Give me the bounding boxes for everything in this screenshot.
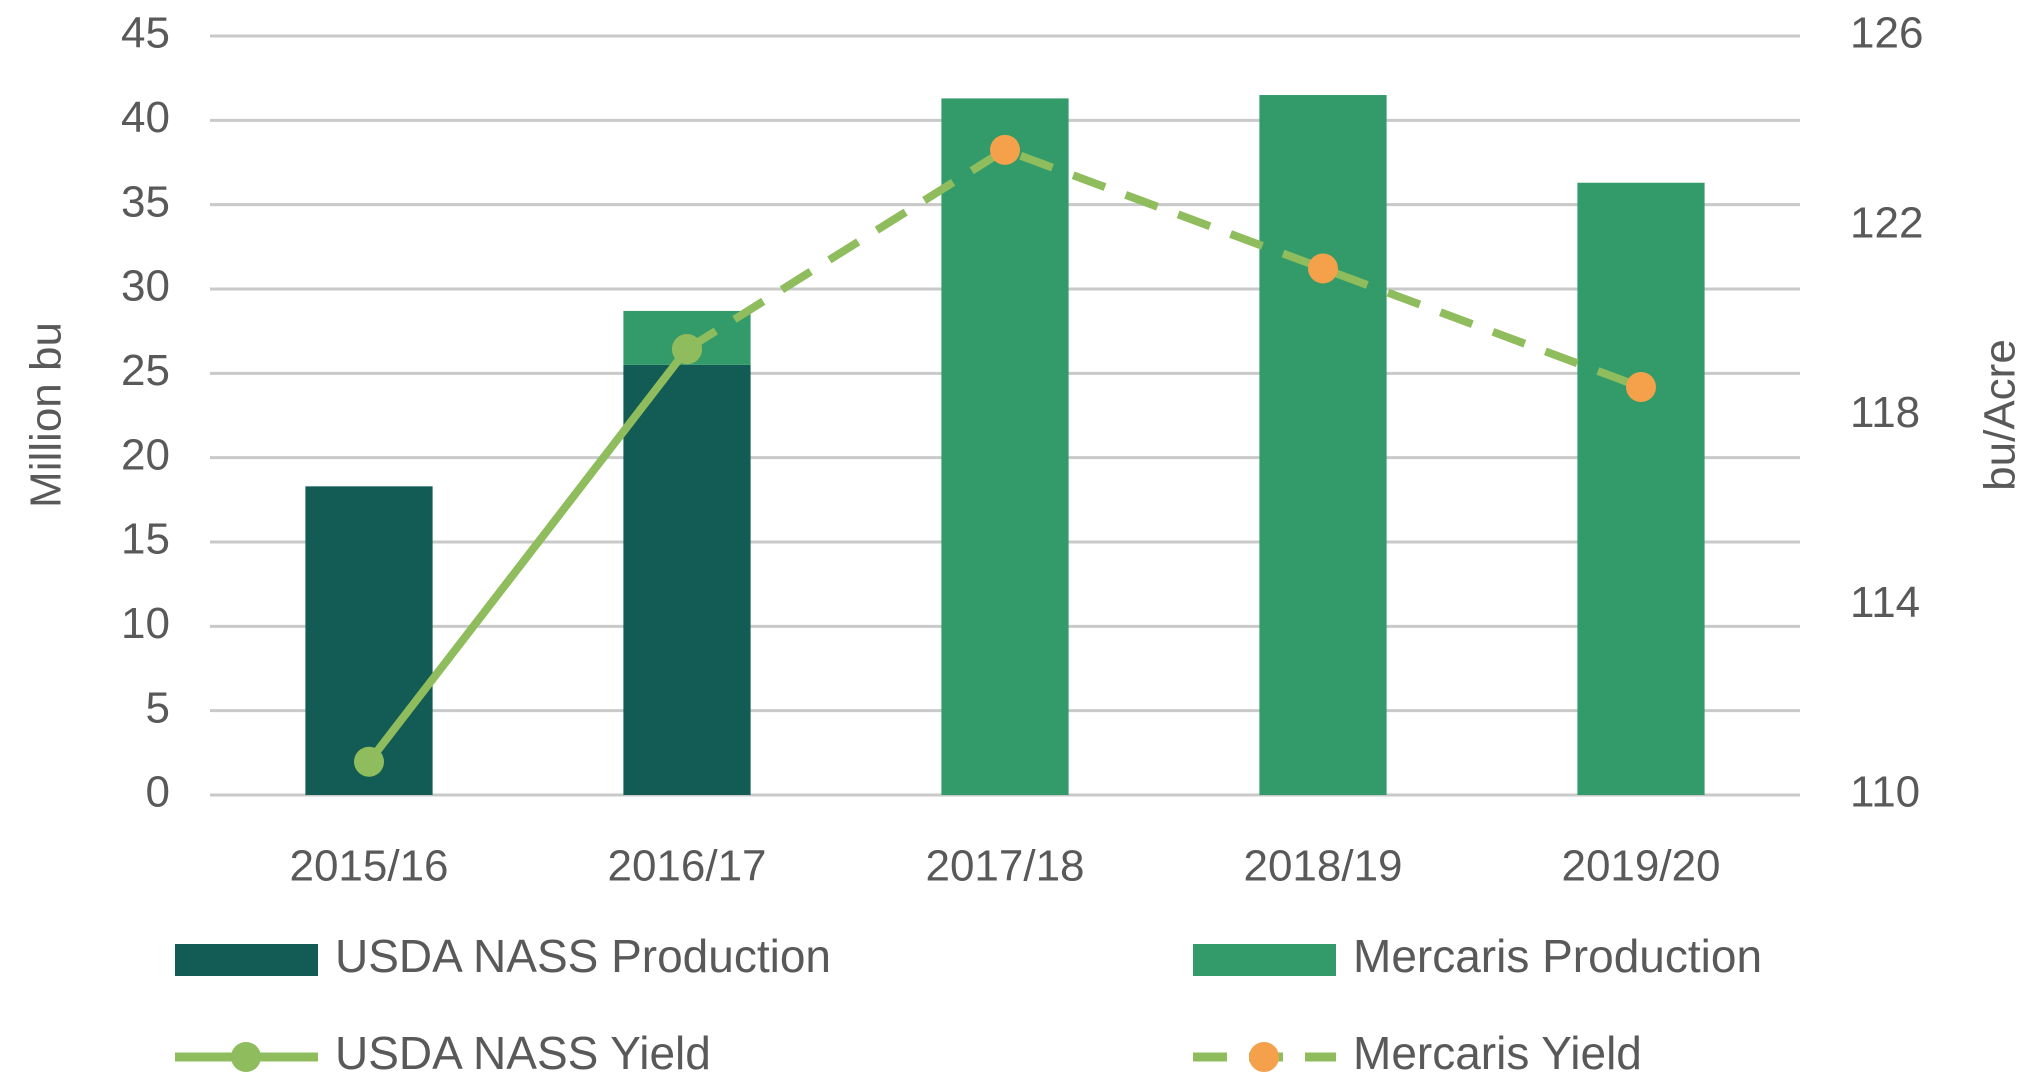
bar [1577, 182, 1705, 796]
legend-label: Mercaris Production [1353, 930, 1762, 982]
bar [623, 364, 751, 795]
marker [1308, 253, 1338, 284]
line [365, 346, 691, 765]
marker [1626, 372, 1656, 403]
y2-tick-label: 126 [1850, 9, 1923, 58]
marker [354, 746, 384, 777]
legend-swatch [175, 944, 318, 976]
legend-marker [231, 1042, 261, 1072]
y2-tick-label: 114 [1850, 578, 1920, 627]
x-tick-label: 2018/19 [1243, 842, 1402, 891]
y2-tick-label: 110 [1850, 768, 1920, 817]
legend-label: Mercaris Yield [1353, 1027, 1642, 1079]
y-axis-title: Million bu [22, 322, 71, 508]
bar [1259, 95, 1387, 796]
y-tick-label: 5 [146, 683, 170, 732]
x-tick-label: 2015/16 [289, 842, 448, 891]
legend-label: USDA NASS Yield [335, 1027, 711, 1079]
legend-swatch [1193, 944, 1336, 976]
line [684, 145, 1643, 391]
x-tick-label: 2016/17 [607, 842, 766, 891]
y2-axis-title: bu/Acre [1976, 339, 2025, 491]
x-tick-label: 2017/18 [925, 842, 1084, 891]
y-tick-label: 15 [121, 515, 170, 564]
y-tick-label: 45 [121, 9, 170, 58]
y-tick-label: 30 [121, 262, 170, 311]
y-tick-label: 0 [146, 768, 170, 817]
marker [990, 134, 1020, 165]
y-tick-label: 35 [121, 177, 170, 226]
bar [941, 98, 1069, 795]
marker [672, 334, 702, 365]
y-tick-label: 25 [121, 346, 170, 395]
y-tick-label: 40 [121, 93, 170, 142]
legend-label: USDA NASS Production [335, 930, 831, 982]
y-tick-label: 10 [121, 599, 170, 648]
legend-marker [1249, 1042, 1279, 1072]
x-tick-label: 2019/20 [1561, 842, 1720, 891]
y-tick-label: 20 [121, 430, 170, 479]
bar [305, 486, 433, 795]
y2-tick-label: 122 [1850, 198, 1923, 247]
y2-tick-label: 118 [1850, 388, 1920, 437]
